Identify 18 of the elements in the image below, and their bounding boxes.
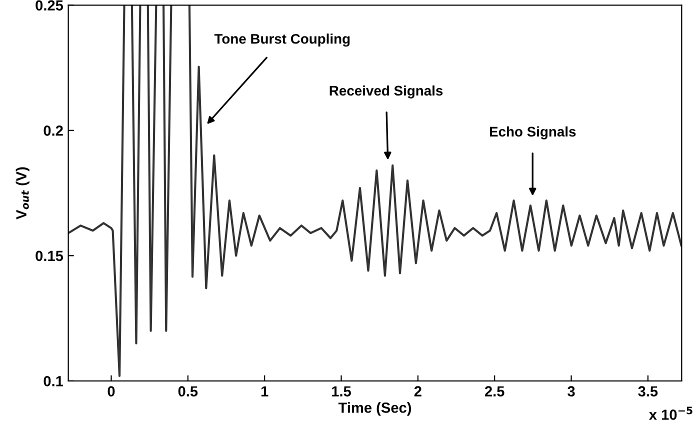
x-tick-label: 1.5 (332, 386, 351, 396)
annotation: Tone Burst Coupling (214, 34, 350, 47)
x-tick-label: 0 (108, 386, 115, 396)
annotation: Received Signals (330, 85, 443, 98)
x-tick-label: 3.5 (638, 386, 658, 397)
text: x 10$^{−5}$ (648, 406, 692, 420)
x-axis-title: Time (Sec) (338, 402, 412, 416)
annotation: Echo Signals (490, 126, 576, 140)
x-tick-label: 2.5 (484, 386, 504, 396)
x-tick-label: 3 (568, 386, 575, 397)
y-tick-label: 0.25 (36, 0, 64, 11)
y-tick-label: 0.1 (44, 376, 64, 386)
x-tick-label: 2 (414, 386, 422, 396)
y-axis-title: V$_{out}$ (V) (16, 167, 30, 220)
y-tick-label: 0.2 (44, 126, 63, 136)
x-tick-label: 0.5 (178, 386, 198, 396)
x-tick-label: 1 (261, 386, 268, 396)
y-tick-label: 0.15 (36, 250, 64, 262)
